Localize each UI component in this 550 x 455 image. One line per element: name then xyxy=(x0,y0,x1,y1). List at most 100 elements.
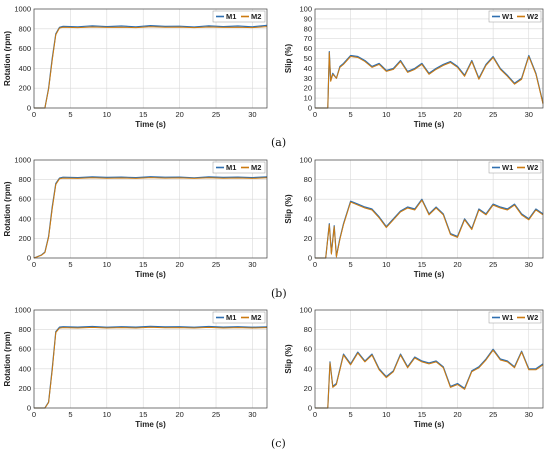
legend: W1 W2 xyxy=(488,10,542,23)
x-tick-label: 25 xyxy=(489,260,497,269)
x-tick-label: 5 xyxy=(349,410,353,419)
x-tick-label: 30 xyxy=(248,260,256,269)
plot-area xyxy=(315,310,543,408)
x-tick-label: 15 xyxy=(418,410,426,419)
y-tick-label: 80 xyxy=(304,24,312,33)
x-tick-label: 5 xyxy=(349,260,353,269)
y-tick-label: 400 xyxy=(18,364,31,373)
y-tick-label: 50 xyxy=(304,54,312,63)
x-tick-label: 5 xyxy=(68,410,72,419)
y-tick-label: 0 xyxy=(27,104,31,113)
x-tick-label: 10 xyxy=(103,410,111,419)
y-axis-label: Rotation (rpm) xyxy=(3,181,12,236)
y-tick-label: 1000 xyxy=(14,156,31,165)
x-tick-label: 25 xyxy=(212,410,220,419)
x-tick-label: 10 xyxy=(103,110,111,119)
y-tick-label: 200 xyxy=(18,84,31,93)
x-tick-label: 25 xyxy=(212,110,220,119)
x-axis-label: Time (s) xyxy=(135,120,166,129)
legend-label-w1: W1 xyxy=(502,163,513,172)
legend-label-w1: W1 xyxy=(502,313,513,322)
y-tick-label: 0 xyxy=(308,254,312,263)
y-tick-label: 60 xyxy=(304,195,312,204)
series-line-m2 xyxy=(33,177,268,259)
y-tick-label: 40 xyxy=(304,364,312,373)
legend-label-m2: M2 xyxy=(251,313,261,322)
x-tick-label: 30 xyxy=(525,110,533,119)
x-tick-label: 30 xyxy=(248,410,256,419)
x-tick-label: 20 xyxy=(175,260,183,269)
x-tick-label: 15 xyxy=(139,410,147,419)
chart-c-right: 0 5 10 15 20 25 30 0 20 40 60 80 100 Time (s) Slip (%)… xyxy=(284,306,544,429)
legend-box xyxy=(488,10,542,23)
y-axis-label: Slip (%) xyxy=(284,194,293,224)
x-axis-label: Time (s) xyxy=(414,270,445,279)
chart-a-left: 0 5 10 15 20 25 30 0 200 400 600 800 1000 Time (s) Rot… xyxy=(3,5,268,129)
legend-label-m1: M1 xyxy=(226,12,236,21)
x-tick-label: 5 xyxy=(68,110,72,119)
x-tick-label: 0 xyxy=(313,110,317,119)
x-tick-label: 15 xyxy=(139,110,147,119)
plot-frame xyxy=(314,8,544,109)
x-tick-label: 15 xyxy=(418,260,426,269)
y-tick-label: 0 xyxy=(308,104,312,113)
x-tick-label: 10 xyxy=(382,260,390,269)
legend: M1 M2 xyxy=(212,10,266,23)
legend-label-w2: W2 xyxy=(527,163,538,172)
y-axis-label: Rotation (rpm) xyxy=(3,31,12,86)
row-label-c: (c) xyxy=(271,437,286,450)
y-tick-label: 400 xyxy=(18,214,31,223)
y-tick-label: 60 xyxy=(304,44,312,53)
plot-frame xyxy=(33,309,268,409)
y-tick-label: 40 xyxy=(304,64,312,73)
y-tick-label: 40 xyxy=(304,214,312,223)
x-tick-label: 20 xyxy=(453,260,461,269)
plot-area xyxy=(34,160,267,258)
x-tick-label: 30 xyxy=(525,260,533,269)
legend-box xyxy=(488,311,542,324)
x-tick-label: 30 xyxy=(525,410,533,419)
y-tick-label: 10 xyxy=(304,94,312,103)
x-tick-label: 0 xyxy=(313,260,317,269)
y-tick-label: 80 xyxy=(304,175,312,184)
x-tick-label: 5 xyxy=(349,110,353,119)
y-tick-label: 800 xyxy=(18,325,31,334)
y-tick-label: 600 xyxy=(18,345,31,354)
y-tick-label: 80 xyxy=(304,325,312,334)
legend: M1 M2 xyxy=(212,311,266,324)
x-axis-label: Time (s) xyxy=(135,270,166,279)
y-tick-label: 100 xyxy=(299,5,312,14)
x-tick-label: 5 xyxy=(68,260,72,269)
y-tick-label: 20 xyxy=(304,84,312,93)
x-tick-label: 0 xyxy=(32,410,36,419)
x-tick-label: 10 xyxy=(382,410,390,419)
legend-box xyxy=(488,161,542,174)
y-axis-label: Rotation (rpm) xyxy=(3,331,12,386)
y-tick-label: 0 xyxy=(308,404,312,413)
y-tick-label: 0 xyxy=(27,254,31,263)
legend-box xyxy=(212,161,266,174)
y-tick-label: 30 xyxy=(304,74,312,83)
legend-label-m1: M1 xyxy=(226,163,236,172)
plot-area xyxy=(34,310,267,408)
y-tick-label: 800 xyxy=(18,175,31,184)
legend: W1 W2 xyxy=(488,161,542,174)
x-axis-label: Time (s) xyxy=(414,120,445,129)
y-tick-label: 1000 xyxy=(14,5,31,14)
legend: W1 W2 xyxy=(488,311,542,324)
legend-label-w2: W2 xyxy=(527,313,538,322)
row-label-b: (b) xyxy=(271,287,287,300)
y-tick-label: 20 xyxy=(304,384,312,393)
x-tick-label: 20 xyxy=(175,410,183,419)
y-tick-label: 200 xyxy=(18,384,31,393)
legend-label-w2: W2 xyxy=(527,12,538,21)
chart-b-right: 0 5 10 15 20 25 30 0 20 40 60 80 100 Time (s) Slip (%)… xyxy=(284,156,544,279)
y-tick-label: 20 xyxy=(304,234,312,243)
chart-b-left: 0 5 10 15 20 25 30 0 200 400 600 800 1000 Time (s) Rot… xyxy=(3,156,268,279)
y-tick-label: 60 xyxy=(304,345,312,354)
plot-frame xyxy=(314,159,544,259)
y-tick-label: 0 xyxy=(27,404,31,413)
x-tick-label: 10 xyxy=(103,260,111,269)
